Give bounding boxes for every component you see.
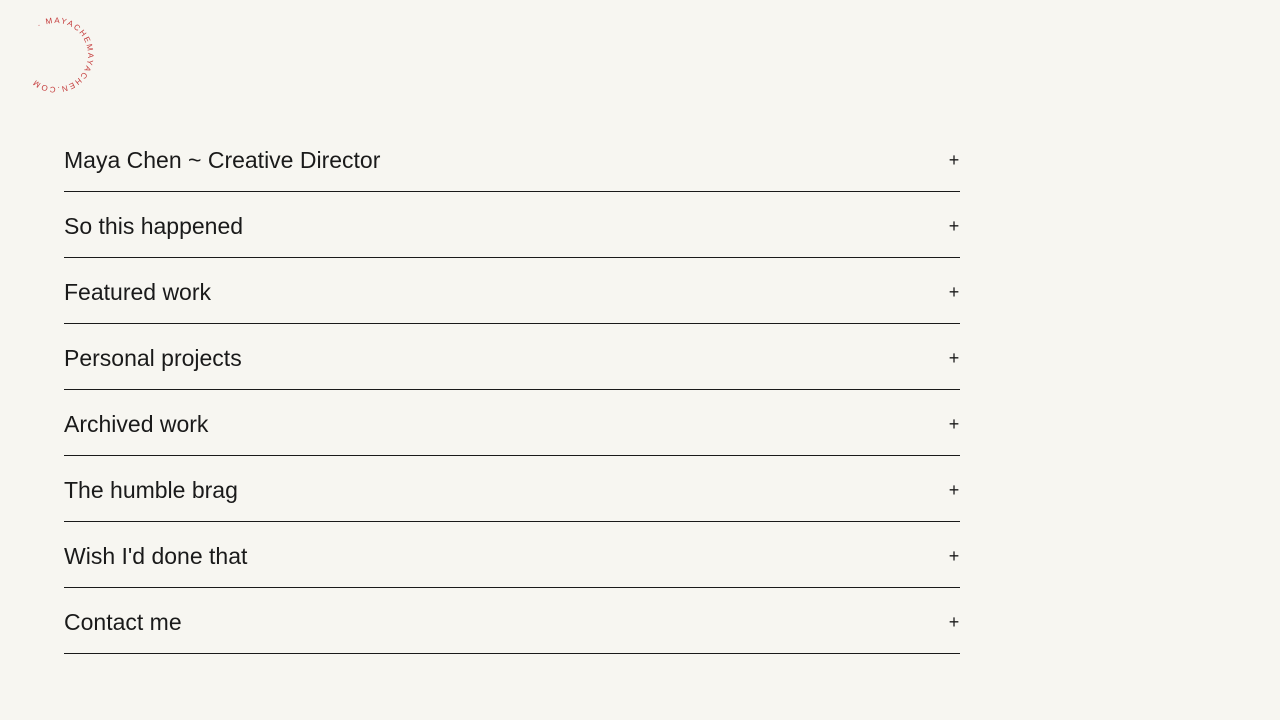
plus-icon[interactable]: + <box>948 150 960 170</box>
accordion-item-label: Personal projects <box>64 345 242 371</box>
plus-icon[interactable]: + <box>948 282 960 302</box>
accordion-item-label: The humble brag <box>64 477 238 503</box>
accordion-item-label: Maya Chen ~ Creative Director <box>64 147 381 173</box>
accordion-item-wish-i-d-done-that[interactable]: Wish I'd done that + <box>64 522 960 588</box>
accordion-item-the-humble-brag[interactable]: The humble brag + <box>64 456 960 522</box>
accordion-item-label: Archived work <box>64 411 209 437</box>
plus-icon[interactable]: + <box>948 612 960 632</box>
accordion-item-label: So this happened <box>64 213 244 239</box>
plus-icon[interactable]: + <box>948 480 960 500</box>
accordion-item-featured-work[interactable]: Featured work + <box>64 258 960 324</box>
logo-circular-text: · MAYACHEMAYACHEN.COM <box>30 16 95 94</box>
accordion-item-personal-projects[interactable]: Personal projects + <box>64 324 960 390</box>
plus-icon[interactable]: + <box>948 546 960 566</box>
accordion-item-archived-work[interactable]: Archived work + <box>64 390 960 456</box>
accordion-item-label: Featured work <box>64 279 212 305</box>
plus-icon[interactable]: + <box>948 348 960 368</box>
accordion-item-label: Wish I'd done that <box>64 543 248 569</box>
accordion-menu: Maya Chen ~ Creative Director + So this ha… <box>64 126 960 654</box>
logo[interactable]: · MAYACHEMAYACHEN.COM <box>14 13 98 97</box>
accordion-item-maya-chen-creative-director[interactable]: Maya Chen ~ Creative Director + <box>64 126 960 192</box>
plus-icon[interactable]: + <box>948 216 960 236</box>
accordion-item-label: Contact me <box>64 609 182 635</box>
plus-icon[interactable]: + <box>948 414 960 434</box>
accordion-item-contact-me[interactable]: Contact me + <box>64 588 960 654</box>
accordion-item-so-this-happened[interactable]: So this happened + <box>64 192 960 258</box>
